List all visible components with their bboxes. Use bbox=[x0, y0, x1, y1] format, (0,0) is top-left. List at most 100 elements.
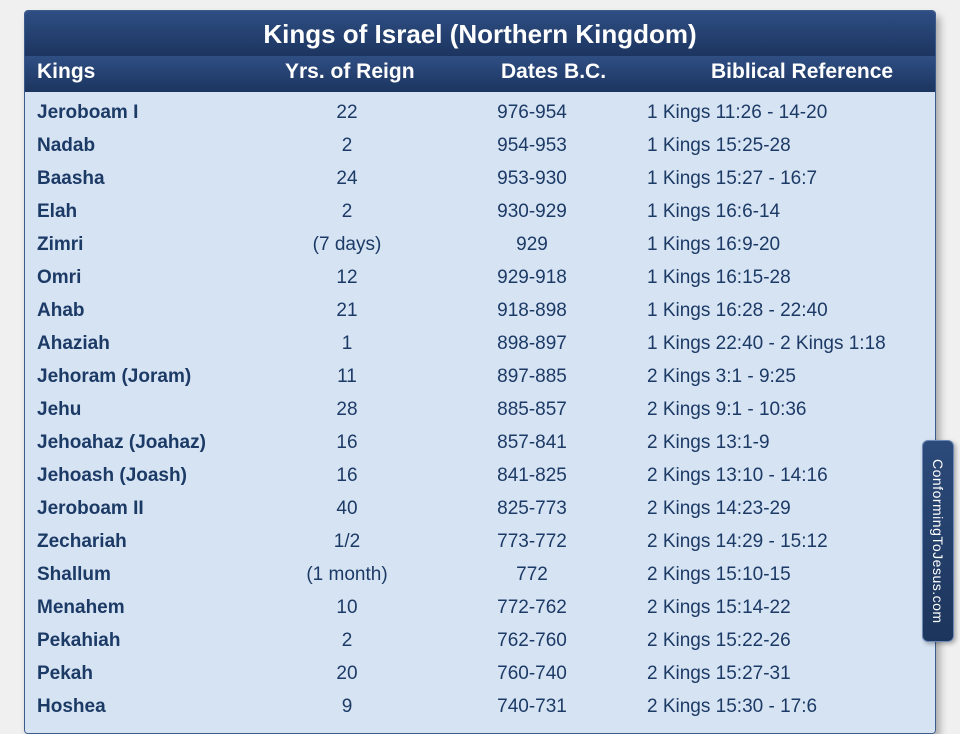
col-header-dates: Dates B.C. bbox=[465, 60, 691, 84]
cell-king: Hoshea bbox=[37, 696, 257, 718]
cell-reference: 2 Kings 14:23-29 bbox=[627, 498, 923, 520]
cell-king: Jehoram (Joram) bbox=[37, 366, 257, 388]
cell-dates: 954-953 bbox=[437, 135, 627, 157]
cell-dates: 772 bbox=[437, 564, 627, 586]
table-row: Elah2930-9291 Kings 16:6-14 bbox=[37, 195, 923, 228]
cell-dates: 841-825 bbox=[437, 465, 627, 487]
table-row: Nadab2954-9531 Kings 15:25-28 bbox=[37, 129, 923, 162]
cell-king: Ahaziah bbox=[37, 333, 257, 355]
table-row: Ahab21918-8981 Kings 16:28 - 22:40 bbox=[37, 294, 923, 327]
cell-years: 22 bbox=[257, 102, 437, 124]
cell-king: Baasha bbox=[37, 168, 257, 190]
cell-dates: 740-731 bbox=[437, 696, 627, 718]
cell-reference: 1 Kings 15:25-28 bbox=[627, 135, 923, 157]
cell-years: 16 bbox=[257, 432, 437, 454]
cell-king: Jehu bbox=[37, 399, 257, 421]
cell-reference: 1 Kings 22:40 - 2 Kings 1:18 bbox=[627, 333, 923, 355]
cell-king: Pekah bbox=[37, 663, 257, 685]
cell-reference: 2 Kings 15:30 - 17:6 bbox=[627, 696, 923, 718]
cell-king: Zimri bbox=[37, 234, 257, 256]
cell-years: 2 bbox=[257, 135, 437, 157]
cell-years: 10 bbox=[257, 597, 437, 619]
col-header-kings: Kings bbox=[37, 60, 257, 84]
cell-years: 28 bbox=[257, 399, 437, 421]
cell-king: Pekahiah bbox=[37, 630, 257, 652]
cell-reference: 1 Kings 16:28 - 22:40 bbox=[627, 300, 923, 322]
cell-years: 21 bbox=[257, 300, 437, 322]
cell-king: Shallum bbox=[37, 564, 257, 586]
table-row: Omri12929-9181 Kings 16:15-28 bbox=[37, 261, 923, 294]
table-row: Jehoahaz (Joahaz)16857-8412 Kings 13:1-9 bbox=[37, 426, 923, 459]
cell-king: Ahab bbox=[37, 300, 257, 322]
cell-reference: 2 Kings 14:29 - 15:12 bbox=[627, 531, 923, 553]
cell-reference: 2 Kings 15:14-22 bbox=[627, 597, 923, 619]
cell-years: 11 bbox=[257, 366, 437, 388]
cell-reference: 2 Kings 15:10-15 bbox=[627, 564, 923, 586]
cell-king: Omri bbox=[37, 267, 257, 289]
col-header-ref: Biblical Reference bbox=[691, 60, 923, 84]
cell-years: 16 bbox=[257, 465, 437, 487]
table-row: Zechariah1/2773-7722 Kings 14:29 - 15:12 bbox=[37, 525, 923, 558]
title-text: Kings of Israel (Northern Kingdom) bbox=[263, 19, 696, 49]
table-row: Jeroboam I22976-9541 Kings 11:26 - 14-20 bbox=[37, 96, 923, 129]
cell-years: 9 bbox=[257, 696, 437, 718]
cell-dates: 898-897 bbox=[437, 333, 627, 355]
cell-king: Jeroboam I bbox=[37, 102, 257, 124]
cell-dates: 825-773 bbox=[437, 498, 627, 520]
cell-king: Elah bbox=[37, 201, 257, 223]
cell-dates: 760-740 bbox=[437, 663, 627, 685]
table-row: Menahem10772-7622 Kings 15:14-22 bbox=[37, 591, 923, 624]
table-row: Baasha24953-9301 Kings 15:27 - 16:7 bbox=[37, 162, 923, 195]
table-body: Jeroboam I22976-9541 Kings 11:26 - 14-20… bbox=[25, 92, 935, 733]
cell-years: 2 bbox=[257, 630, 437, 652]
cell-king: Zechariah bbox=[37, 531, 257, 553]
cell-reference: 1 Kings 11:26 - 14-20 bbox=[627, 102, 923, 124]
cell-years: 1 bbox=[257, 333, 437, 355]
cell-reference: 1 Kings 16:15-28 bbox=[627, 267, 923, 289]
cell-years: 12 bbox=[257, 267, 437, 289]
cell-dates: 885-857 bbox=[437, 399, 627, 421]
cell-dates: 857-841 bbox=[437, 432, 627, 454]
table-title: Kings of Israel (Northern Kingdom) bbox=[25, 11, 935, 56]
cell-dates: 897-885 bbox=[437, 366, 627, 388]
table-row: Jeroboam II40825-7732 Kings 14:23-29 bbox=[37, 492, 923, 525]
table-row: Pekah20760-7402 Kings 15:27-31 bbox=[37, 657, 923, 690]
source-badge: ConformingToJesus.com bbox=[922, 440, 954, 642]
table-row: Jehoash (Joash)16841-8252 Kings 13:10 - … bbox=[37, 459, 923, 492]
cell-king: Jehoahaz (Joahaz) bbox=[37, 432, 257, 454]
cell-dates: 929 bbox=[437, 234, 627, 256]
cell-reference: 2 Kings 15:22-26 bbox=[627, 630, 923, 652]
cell-dates: 976-954 bbox=[437, 102, 627, 124]
cell-years: 24 bbox=[257, 168, 437, 190]
table-header-row: Kings Yrs. of Reign Dates B.C. Biblical … bbox=[25, 56, 935, 92]
table-row: Jehu28885-8572 Kings 9:1 - 10:36 bbox=[37, 393, 923, 426]
cell-dates: 762-760 bbox=[437, 630, 627, 652]
source-badge-text: ConformingToJesus.com bbox=[930, 459, 946, 624]
cell-reference: 2 Kings 9:1 - 10:36 bbox=[627, 399, 923, 421]
col-header-years: Yrs. of Reign bbox=[257, 60, 465, 84]
kings-table-card: Kings of Israel (Northern Kingdom) Kings… bbox=[24, 10, 936, 734]
table-row: Zimri(7 days)9291 Kings 16:9-20 bbox=[37, 228, 923, 261]
cell-dates: 918-898 bbox=[437, 300, 627, 322]
cell-king: Nadab bbox=[37, 135, 257, 157]
cell-years: (1 month) bbox=[257, 564, 437, 586]
cell-dates: 930-929 bbox=[437, 201, 627, 223]
table-row: Shallum(1 month)7722 Kings 15:10-15 bbox=[37, 558, 923, 591]
table-row: Jehoram (Joram)11897-8852 Kings 3:1 - 9:… bbox=[37, 360, 923, 393]
cell-reference: 2 Kings 3:1 - 9:25 bbox=[627, 366, 923, 388]
cell-reference: 2 Kings 15:27-31 bbox=[627, 663, 923, 685]
table-row: Pekahiah2762-7602 Kings 15:22-26 bbox=[37, 624, 923, 657]
cell-reference: 2 Kings 13:1-9 bbox=[627, 432, 923, 454]
cell-dates: 953-930 bbox=[437, 168, 627, 190]
cell-years: 40 bbox=[257, 498, 437, 520]
cell-years: (7 days) bbox=[257, 234, 437, 256]
cell-years: 1/2 bbox=[257, 531, 437, 553]
cell-king: Jehoash (Joash) bbox=[37, 465, 257, 487]
cell-king: Menahem bbox=[37, 597, 257, 619]
cell-reference: 1 Kings 15:27 - 16:7 bbox=[627, 168, 923, 190]
cell-reference: 1 Kings 16:6-14 bbox=[627, 201, 923, 223]
cell-years: 2 bbox=[257, 201, 437, 223]
cell-king: Jeroboam II bbox=[37, 498, 257, 520]
cell-years: 20 bbox=[257, 663, 437, 685]
cell-reference: 2 Kings 13:10 - 14:16 bbox=[627, 465, 923, 487]
